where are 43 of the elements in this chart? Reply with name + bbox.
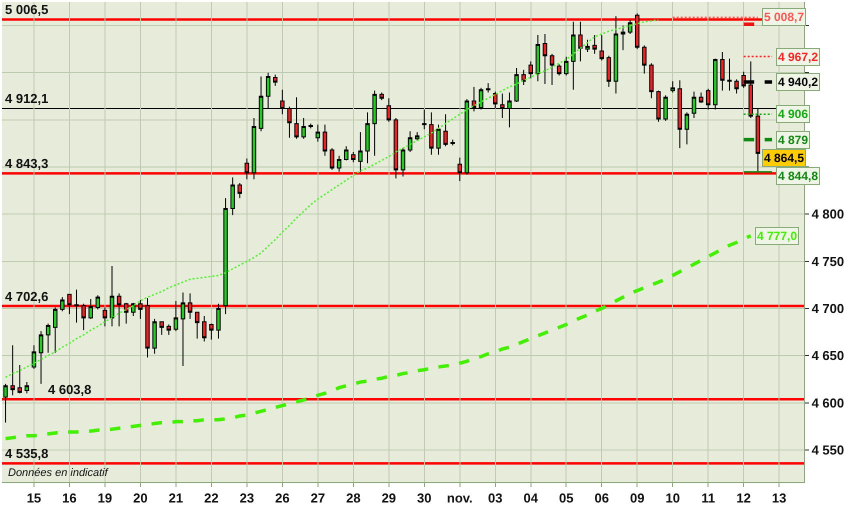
text: 4 864,5 bbox=[764, 151, 804, 165]
ref-line-label: 4 843,3 bbox=[5, 156, 48, 171]
ref-line-label: 4 603,8 bbox=[48, 382, 92, 397]
ref-line-label: 4 535,8 bbox=[5, 446, 48, 461]
x-tick-label: 13 bbox=[772, 490, 786, 506]
ref-line-label: 5 006,5 bbox=[5, 2, 48, 17]
x-tick-label: 12 bbox=[736, 490, 751, 506]
x-tick-label: 10 bbox=[665, 490, 680, 506]
x-tick-label: 11 bbox=[701, 490, 716, 506]
x-tick-label: 04 bbox=[524, 490, 539, 506]
x-tick-label: 27 bbox=[310, 490, 326, 506]
x-tick-label: 26 bbox=[275, 490, 290, 506]
x-tick-label: 30 bbox=[417, 490, 432, 506]
ref-line-label: 4 702,6 bbox=[5, 289, 48, 304]
x-tick-label: 20 bbox=[133, 490, 148, 506]
data-label: 4 906 bbox=[778, 107, 808, 121]
x-tick-label: 21 bbox=[168, 490, 184, 506]
x-tick-label: 09 bbox=[630, 490, 644, 506]
x-tick-label: 29 bbox=[382, 490, 396, 506]
data-label: 4 844,8 bbox=[778, 169, 818, 183]
data-label: 4 940,2 bbox=[778, 75, 818, 89]
data-label: 4 879 bbox=[778, 133, 808, 147]
data-label: 4 777,0 bbox=[757, 229, 798, 243]
y-tick-label: 4 800 bbox=[812, 206, 844, 222]
ref-line-label: 4 912,1 bbox=[5, 91, 48, 106]
x-tick-label: 15 bbox=[26, 490, 42, 506]
y-tick-label: 4 600 bbox=[812, 395, 844, 410]
y-tick-label: 4 550 bbox=[812, 442, 844, 458]
y-tick-label: 4 750 bbox=[812, 254, 844, 269]
x-tick-label: 06 bbox=[594, 490, 609, 506]
x-tick-label: nov. bbox=[446, 490, 473, 506]
x-tick-label: 05 bbox=[559, 490, 574, 506]
x-tick-label: 23 bbox=[240, 490, 254, 506]
annotation: Données en indicatif bbox=[8, 467, 109, 479]
y-tick-label: 4 650 bbox=[812, 348, 844, 364]
data-label: 4 967,2 bbox=[778, 50, 818, 64]
x-tick-label: 28 bbox=[346, 490, 361, 506]
y-tick-label: 4 700 bbox=[812, 301, 844, 316]
x-tick-label: 16 bbox=[62, 490, 77, 506]
x-tick-label: 22 bbox=[204, 490, 219, 506]
data-label: 5 008,7 bbox=[764, 10, 804, 24]
x-tick-label: 19 bbox=[98, 490, 112, 506]
x-tick-label: 03 bbox=[488, 490, 503, 506]
